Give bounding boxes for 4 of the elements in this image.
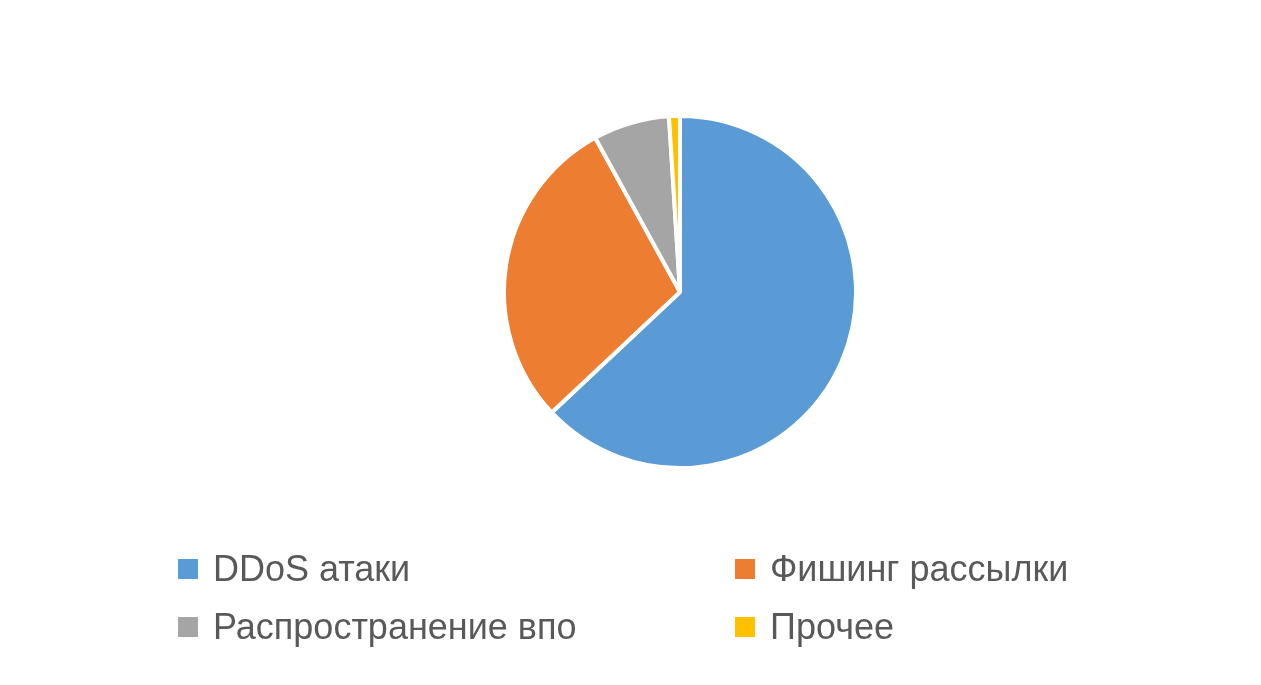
legend-label: Прочее [770, 606, 894, 648]
legend-label: Фишинг рассылки [770, 548, 1069, 590]
legend-label: Распространение впо [213, 606, 577, 648]
legend-label: DDoS атаки [213, 548, 411, 590]
